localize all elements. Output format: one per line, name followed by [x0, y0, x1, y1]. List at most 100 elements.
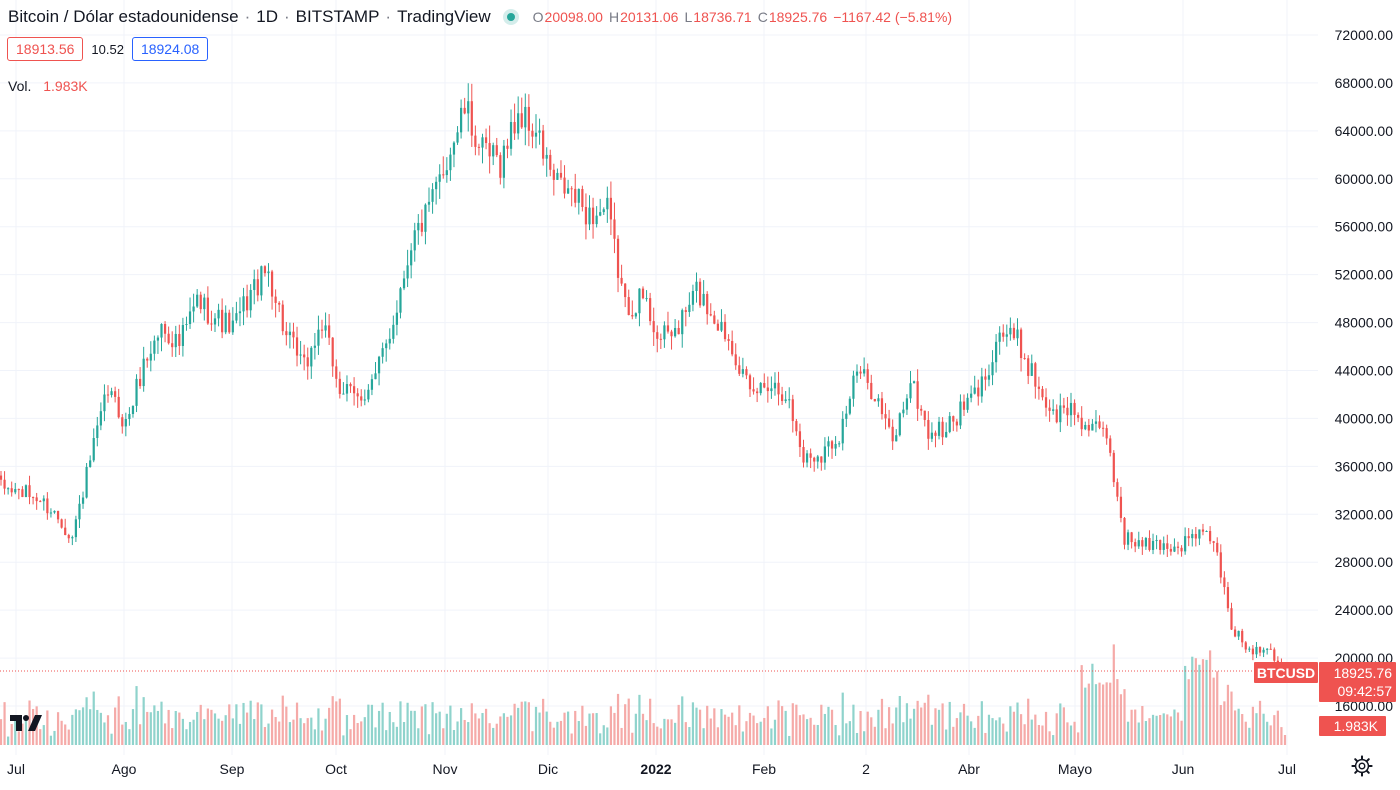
time-axis[interactable]: Jul Ago Sep Oct Nov Dic 2022 Feb 2 Abr Mayo Jun Jul	[7, 761, 1296, 777]
volume-bar	[1251, 706, 1255, 745]
candle-body	[909, 383, 912, 399]
candle-body	[438, 174, 441, 182]
candle-body	[1073, 402, 1076, 415]
candle-body	[670, 331, 673, 337]
volume-bar	[174, 710, 177, 745]
candle-body	[381, 348, 384, 357]
volume-bar	[731, 712, 734, 745]
candle-body	[852, 375, 855, 399]
volume-bar	[1002, 723, 1005, 745]
volume-bar	[199, 704, 202, 745]
volume-bar	[46, 710, 49, 745]
candle-body	[1084, 424, 1087, 430]
volume-bar	[64, 724, 67, 745]
price-axis[interactable]: 72000.00 68000.00 64000.00 60000.00 56000.00…	[1335, 27, 1394, 714]
candle-body	[952, 416, 955, 422]
candle-body	[1155, 540, 1158, 542]
candle-body	[1094, 421, 1098, 424]
volume-bar	[734, 725, 737, 745]
candle-body	[1027, 358, 1030, 376]
candle-body	[970, 393, 973, 398]
volume-bar	[1059, 703, 1062, 745]
volume-bar	[816, 724, 819, 745]
volume-bar	[527, 702, 530, 745]
volume-bar	[288, 722, 292, 745]
chart-legend[interactable]: Bitcoin / Dólar estadounidense · 1D · BI…	[8, 6, 952, 28]
candle-body	[217, 309, 220, 319]
buy-button[interactable]: 18924.08	[131, 37, 209, 61]
x-tick-label: 2022	[640, 761, 671, 777]
candle-body	[766, 387, 769, 392]
volume-bar	[766, 706, 769, 745]
volume-bar	[884, 728, 887, 745]
market-status-dot-icon[interactable]	[506, 13, 515, 21]
volume-bar	[631, 732, 634, 745]
high-label: H	[608, 9, 620, 25]
candle-body	[427, 201, 431, 205]
candle-body	[1144, 538, 1148, 547]
candle-body	[1194, 533, 1197, 539]
candle-body	[285, 331, 288, 336]
volume-bar	[203, 719, 206, 745]
candle-body	[452, 142, 456, 155]
candle-body	[695, 281, 698, 292]
symbol-title[interactable]: Bitcoin / Dólar estadounidense	[8, 7, 239, 26]
volume-bar	[256, 702, 259, 745]
gear-icon[interactable]	[1351, 755, 1373, 777]
provider-label: TradingView	[397, 7, 491, 26]
candle-body	[292, 331, 295, 338]
volume-bar	[1155, 715, 1158, 745]
candle-body	[795, 421, 798, 432]
candle-body	[991, 362, 994, 376]
candle-body	[153, 340, 156, 354]
tradingview-logo-icon[interactable]	[10, 713, 42, 733]
volume-bar	[955, 718, 958, 745]
high-value: 20131.06	[620, 9, 679, 25]
candle-body	[1237, 630, 1240, 637]
candle-body	[816, 456, 819, 462]
volume-bar	[1030, 719, 1033, 745]
volume-bar	[542, 698, 545, 745]
candle-body	[980, 376, 983, 397]
candle-body	[146, 358, 149, 361]
candle-body	[866, 369, 869, 383]
volume-bar	[1173, 709, 1176, 745]
candle-body	[723, 321, 727, 340]
candle-body	[367, 389, 370, 400]
volume-bar	[135, 686, 138, 745]
volume-bar	[463, 719, 466, 745]
interval-label[interactable]: 1D	[256, 7, 278, 26]
candle-body	[891, 426, 894, 442]
volume-bar	[524, 701, 527, 745]
volume-bar	[481, 713, 484, 745]
volume-bar	[827, 706, 830, 745]
volume-bar	[67, 729, 70, 745]
volume-bar	[442, 728, 445, 745]
candle-body	[149, 353, 152, 361]
candle-body	[0, 475, 3, 480]
candle-body	[731, 340, 734, 355]
candle-body	[937, 421, 941, 436]
volume-bar	[1141, 705, 1144, 745]
volume-bar	[987, 714, 991, 745]
candle-body	[474, 135, 477, 147]
volume-bar	[970, 721, 973, 745]
candle-body	[955, 421, 958, 426]
volume-bar	[60, 720, 63, 745]
candle-body	[270, 271, 274, 297]
candle-body	[374, 373, 377, 380]
volume-bar	[688, 727, 691, 745]
volume-legend[interactable]: Vol. 1.983K	[8, 78, 88, 94]
candle-body	[1130, 532, 1133, 543]
candle-body	[927, 419, 930, 439]
candle-body	[616, 238, 620, 278]
candle-body	[231, 320, 234, 333]
candle-body	[855, 371, 859, 376]
candle-body	[60, 519, 63, 528]
volume-bar	[1276, 710, 1279, 745]
sell-button[interactable]: 18913.56	[7, 37, 84, 61]
candle-body	[303, 354, 306, 358]
candle-body	[1052, 409, 1055, 411]
